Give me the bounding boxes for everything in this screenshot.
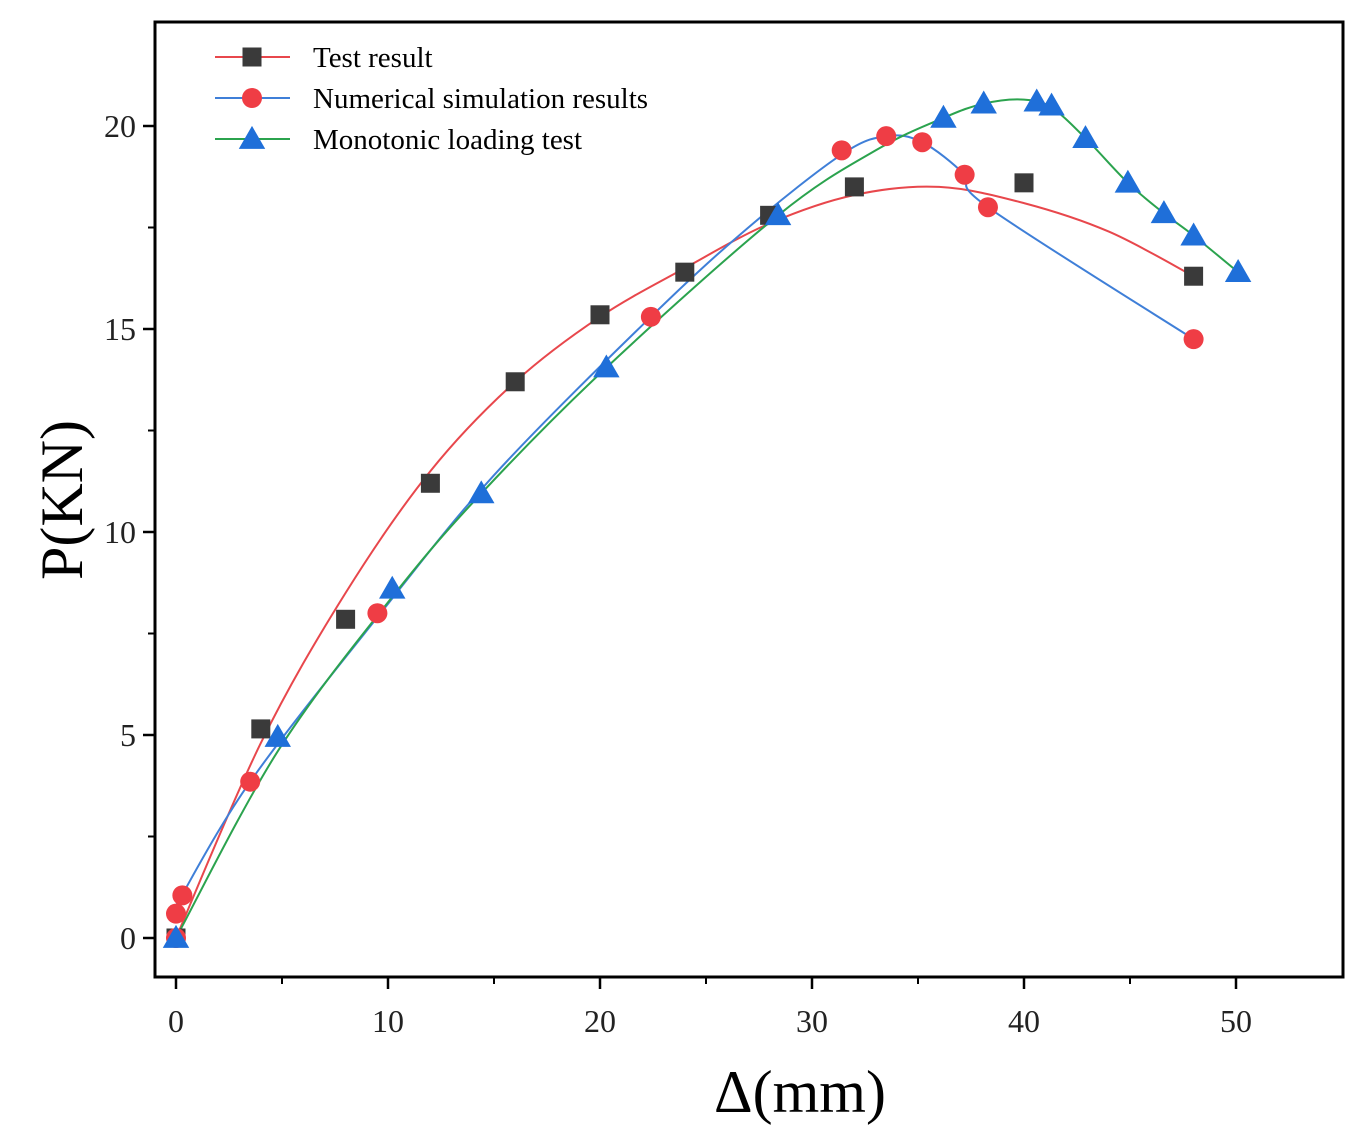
data-point-monotonic-loading bbox=[970, 90, 997, 114]
data-point-monotonic-loading bbox=[1023, 88, 1050, 112]
series-line-monotonic-loading bbox=[175, 98, 1239, 939]
x-tick-label: 10 bbox=[372, 1003, 404, 1039]
data-point-test-result bbox=[844, 177, 864, 197]
series-line-test-result bbox=[175, 185, 1195, 939]
data-point-numerical-simulation bbox=[1183, 329, 1204, 350]
legend-marker-monotonic-loading bbox=[238, 125, 266, 149]
x-tick-label: 40 bbox=[1008, 1003, 1040, 1039]
data-point-monotonic-loading bbox=[162, 924, 190, 948]
data-point-numerical-simulation bbox=[831, 140, 852, 161]
legend-marker-numerical-simulation bbox=[242, 88, 262, 108]
data-point-test-result bbox=[1184, 266, 1204, 286]
legend-marker-test-result bbox=[242, 47, 262, 67]
data-point-monotonic-loading bbox=[1038, 92, 1065, 116]
y-axis-ticks: 0 5 10 15 20 bbox=[104, 108, 155, 956]
data-point-monotonic-loading bbox=[1224, 259, 1252, 282]
data-point-numerical-simulation bbox=[876, 126, 897, 147]
y-tick-label: 10 bbox=[104, 514, 136, 550]
x-axis-ticks: 0 10 20 30 40 50 bbox=[168, 977, 1252, 1039]
data-point-test-result bbox=[420, 473, 440, 493]
data-point-monotonic-loading bbox=[593, 354, 620, 378]
series-curves bbox=[175, 98, 1239, 939]
data-point-numerical-simulation bbox=[977, 197, 998, 218]
series-line-numerical-simulation bbox=[175, 134, 1195, 907]
data-point-test-result bbox=[675, 262, 695, 282]
legend-label-monotonic-loading: Monotonic loading test bbox=[313, 124, 582, 156]
data-point-numerical-simulation bbox=[954, 164, 975, 185]
data-point-monotonic-loading bbox=[930, 104, 957, 128]
x-tick-label: 50 bbox=[1220, 1003, 1252, 1039]
data-point-test-result bbox=[590, 305, 610, 325]
data-point-numerical-simulation bbox=[367, 603, 388, 624]
legend: Test result Numerical simulation results M… bbox=[215, 42, 648, 156]
data-point-test-result bbox=[1014, 173, 1034, 193]
data-point-monotonic-loading bbox=[1114, 169, 1142, 193]
data-point-numerical-simulation bbox=[912, 132, 933, 153]
x-tick-label: 0 bbox=[168, 1003, 184, 1039]
x-tick-label: 30 bbox=[796, 1003, 828, 1039]
plot-frame bbox=[153, 20, 1345, 979]
y-tick-label: 5 bbox=[120, 717, 136, 753]
y-tick-label: 15 bbox=[104, 311, 136, 347]
series-markers bbox=[162, 88, 1252, 948]
data-point-monotonic-loading bbox=[1072, 125, 1099, 149]
y-axis-title: P(KN) bbox=[29, 420, 95, 580]
legend-label-numerical-simulation: Numerical simulation results bbox=[313, 83, 648, 115]
data-point-monotonic-loading bbox=[468, 480, 495, 504]
data-point-numerical-simulation bbox=[640, 306, 661, 327]
data-point-numerical-simulation bbox=[166, 903, 186, 924]
data-point-monotonic-loading bbox=[764, 202, 792, 226]
y-tick-label: 0 bbox=[120, 920, 136, 956]
y-tick-label: 20 bbox=[104, 108, 136, 144]
x-axis-title: Δ(mm) bbox=[714, 1059, 886, 1125]
legend-label-test-result: Test result bbox=[313, 42, 433, 74]
data-point-test-result bbox=[336, 609, 356, 629]
data-point-monotonic-loading bbox=[264, 723, 291, 747]
x-tick-label: 20 bbox=[584, 1003, 616, 1039]
data-point-monotonic-loading bbox=[1150, 200, 1178, 224]
data-point-numerical-simulation bbox=[240, 771, 261, 792]
data-point-test-result bbox=[251, 719, 271, 739]
data-point-monotonic-loading bbox=[379, 575, 406, 599]
data-point-numerical-simulation bbox=[172, 885, 193, 906]
data-point-monotonic-loading bbox=[1180, 222, 1207, 246]
data-point-test-result bbox=[505, 372, 525, 392]
